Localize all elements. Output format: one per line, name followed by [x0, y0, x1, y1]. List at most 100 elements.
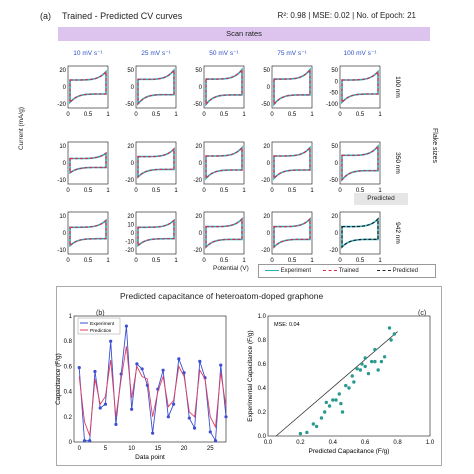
x-tick-label: 0: [338, 112, 342, 118]
cv-curve-experiment: [69, 69, 107, 105]
y-tick-label: 0: [267, 231, 271, 237]
y-tick-label: 0: [131, 85, 135, 91]
x-tick-label: 1: [174, 188, 178, 194]
cv-curve-trained: [273, 67, 311, 107]
y-tick-label: 20: [263, 214, 270, 220]
x-tick-label: 0.5: [288, 188, 297, 194]
panel-a-ylabel: Current (mA/g): [18, 107, 25, 150]
cv-subplot-frame: [67, 65, 109, 109]
y-tick-label: -50: [329, 178, 338, 184]
y-tick-label: -10: [57, 178, 66, 184]
y-tick-label: 0: [199, 231, 203, 237]
scan-rate-label: 100 mV s⁻¹: [343, 50, 377, 57]
x-tick-label: 0: [66, 112, 70, 118]
panel-a-title: Trained - Predicted CV curves: [62, 11, 183, 21]
x-tick-label: 0: [134, 258, 138, 264]
cv-curve-experiment: [69, 218, 107, 248]
cv-curve-trained: [341, 144, 379, 182]
y-tick-label: 10: [59, 214, 66, 220]
cv-curve-trained: [69, 70, 107, 104]
x-tick-label: 0.5: [356, 112, 365, 118]
x-tick-label: 0.5: [220, 188, 229, 194]
x-tick-label: 0.5: [84, 112, 93, 118]
y-tick-label: 20: [127, 144, 134, 150]
cv-subplot-frame: [339, 65, 381, 109]
x-tick-label: 1: [106, 258, 110, 264]
x-tick-label: 0.5: [220, 258, 229, 264]
y-tick-label: 20: [59, 68, 66, 74]
y-tick-label: -20: [261, 178, 270, 184]
x-tick-label: 0: [270, 188, 274, 194]
y-tick-label: -100: [326, 102, 339, 108]
y-tick-label: 20: [195, 144, 202, 150]
cv-subplot-frame: [203, 211, 245, 255]
predicted-tag: Predicted: [354, 193, 408, 205]
y-tick-label: 0: [267, 85, 271, 91]
cv-subplot-frame: [203, 141, 245, 185]
y-tick-label: -50: [193, 102, 202, 108]
x-tick-label: 1: [242, 112, 246, 118]
cv-curve-trained: [273, 146, 311, 180]
y-tick-label: 50: [263, 68, 270, 74]
y-tick-label: -20: [57, 102, 66, 108]
flake-size-label: 100 nm: [394, 76, 401, 98]
y-tick-label: 0: [335, 231, 339, 237]
cv-subplot-frame: [67, 211, 109, 255]
panel-b-label: (b): [96, 310, 105, 317]
cv-curve-experiment: [137, 218, 175, 248]
legend-predicted: Predicted: [377, 268, 418, 274]
scan-rate-label: 50 mV s⁻¹: [209, 50, 239, 57]
cv-subplot-frame: [339, 141, 381, 185]
cv-curve-experiment: [205, 145, 243, 181]
y-tick-label: 50: [195, 68, 202, 74]
x-tick-label: 0: [202, 258, 206, 264]
cv-curve-experiment: [69, 151, 107, 175]
cv-curve-trained: [273, 217, 311, 249]
y-tick-label: -20: [261, 248, 270, 254]
y-tick-label: 0: [199, 161, 203, 167]
scan-rates-header: Scan rates: [58, 27, 430, 41]
x-tick-label: 0: [134, 188, 138, 194]
x-tick-label: 1: [310, 112, 314, 118]
y-tick-label: -50: [125, 102, 134, 108]
cv-curve-experiment: [273, 145, 311, 181]
panel-b-title: Predicted capacitance of heteroatom-dope…: [120, 291, 324, 301]
cv-subplot-frame: [203, 65, 245, 109]
x-tick-label: 0.5: [84, 258, 93, 264]
cv-curve-experiment: [137, 68, 175, 106]
y-tick-label: 50: [331, 68, 338, 74]
scan-rate-label: 25 mV s⁻¹: [141, 50, 171, 57]
x-tick-label: 0.5: [84, 188, 93, 194]
cv-subplot-frame: [135, 141, 177, 185]
x-tick-label: 0: [202, 188, 206, 194]
cv-curve-experiment: [341, 217, 379, 249]
cv-curve-predicted: [341, 217, 379, 249]
cv-curve-experiment: [205, 67, 243, 107]
flake-size-label: 350 nm: [394, 152, 401, 174]
x-tick-label: 1: [242, 188, 246, 194]
y-tick-label: 20: [263, 144, 270, 150]
y-tick-label: 20: [331, 214, 338, 220]
scan-rate-label: 10 mV s⁻¹: [73, 50, 103, 57]
y-tick-label: -20: [329, 248, 338, 254]
cv-curve-experiment: [341, 144, 379, 182]
cv-subplot-frame: [271, 65, 313, 109]
cv-curve-trained: [205, 67, 243, 107]
y-tick-label: 0: [131, 161, 135, 167]
panel-c-label: (c): [418, 310, 427, 317]
legend-experiment: Experiment: [265, 268, 311, 274]
y-tick-label: -50: [261, 102, 270, 108]
cv-subplot-frame: [271, 211, 313, 255]
panel-a-label: (a): [40, 11, 51, 21]
cv-curve-trained: [137, 68, 175, 106]
y-tick-label: 20: [195, 214, 202, 220]
y-tick-label: -20: [193, 178, 202, 184]
x-tick-label: 1: [378, 112, 382, 118]
x-tick-label: 1: [106, 188, 110, 194]
x-tick-label: 0.5: [288, 112, 297, 118]
cv-curve-trained: [69, 219, 107, 247]
x-tick-label: 0: [66, 188, 70, 194]
flake-size-label: 942 nm: [394, 222, 401, 244]
x-tick-label: 1: [310, 188, 314, 194]
panel-a-legend: Experiment Trained Predicted: [258, 264, 436, 278]
